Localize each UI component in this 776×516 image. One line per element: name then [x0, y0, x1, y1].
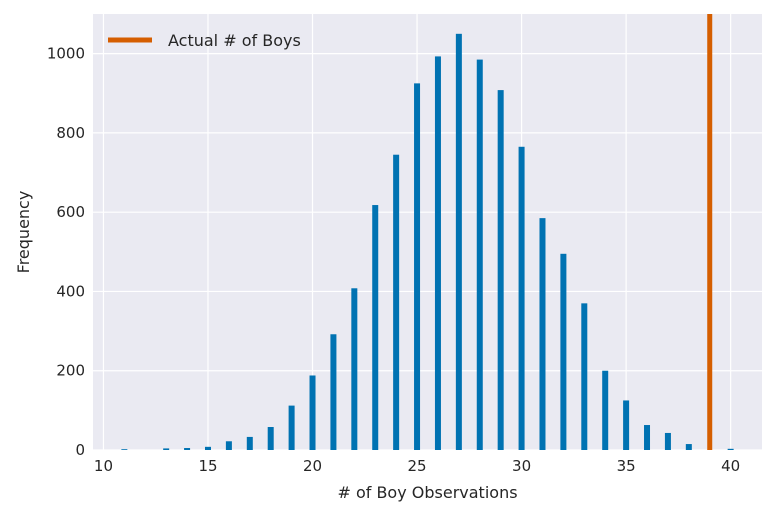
bar: [685, 444, 692, 450]
y-tick-label: 600: [56, 203, 85, 221]
bar: [623, 400, 630, 450]
y-tick-label: 200: [56, 362, 85, 380]
bar: [497, 90, 504, 451]
bars: [121, 33, 734, 451]
x-tick-label: 20: [303, 457, 322, 475]
y-tick-label: 0: [75, 441, 85, 459]
x-tick-label: 15: [198, 457, 217, 475]
bar: [309, 375, 316, 450]
x-tick-label: 30: [512, 457, 531, 475]
x-tick-label: 10: [94, 457, 113, 475]
x-tick-label: 35: [617, 457, 636, 475]
y-tick-label: 800: [56, 124, 85, 142]
bar: [225, 441, 232, 450]
bar: [602, 370, 609, 450]
bar: [455, 33, 462, 451]
legend-label: Actual # of Boys: [168, 31, 301, 50]
bar: [288, 405, 295, 450]
bar: [727, 448, 734, 450]
y-tick-label: 400: [56, 282, 85, 300]
bar: [434, 56, 441, 450]
y-axis-ticks: 0 200 400 600 800 1000: [47, 45, 85, 459]
bar: [246, 436, 253, 450]
bar: [267, 427, 274, 450]
bar: [539, 218, 546, 450]
bar: [330, 334, 337, 450]
bar: [393, 154, 400, 450]
bar: [204, 446, 211, 450]
bar: [163, 448, 170, 450]
bar: [560, 253, 567, 450]
x-axis-label: # of Boy Observations: [337, 483, 517, 502]
plot-area: [93, 14, 762, 450]
legend: Actual # of Boys: [108, 31, 301, 50]
bar: [476, 59, 483, 450]
x-axis-ticks: 10 15 20 25 30 35 40: [94, 457, 740, 475]
bar: [664, 432, 671, 450]
y-axis-label: Frequency: [14, 191, 33, 274]
x-tick-label: 40: [721, 457, 740, 475]
bar: [414, 83, 421, 450]
bar: [644, 425, 651, 450]
bar: [351, 288, 358, 450]
bar: [581, 303, 588, 450]
x-tick-label: 25: [408, 457, 427, 475]
bar: [121, 449, 128, 450]
bar: [372, 205, 379, 450]
bar: [518, 146, 525, 451]
bar: [184, 448, 191, 450]
y-tick-label: 1000: [47, 45, 85, 63]
